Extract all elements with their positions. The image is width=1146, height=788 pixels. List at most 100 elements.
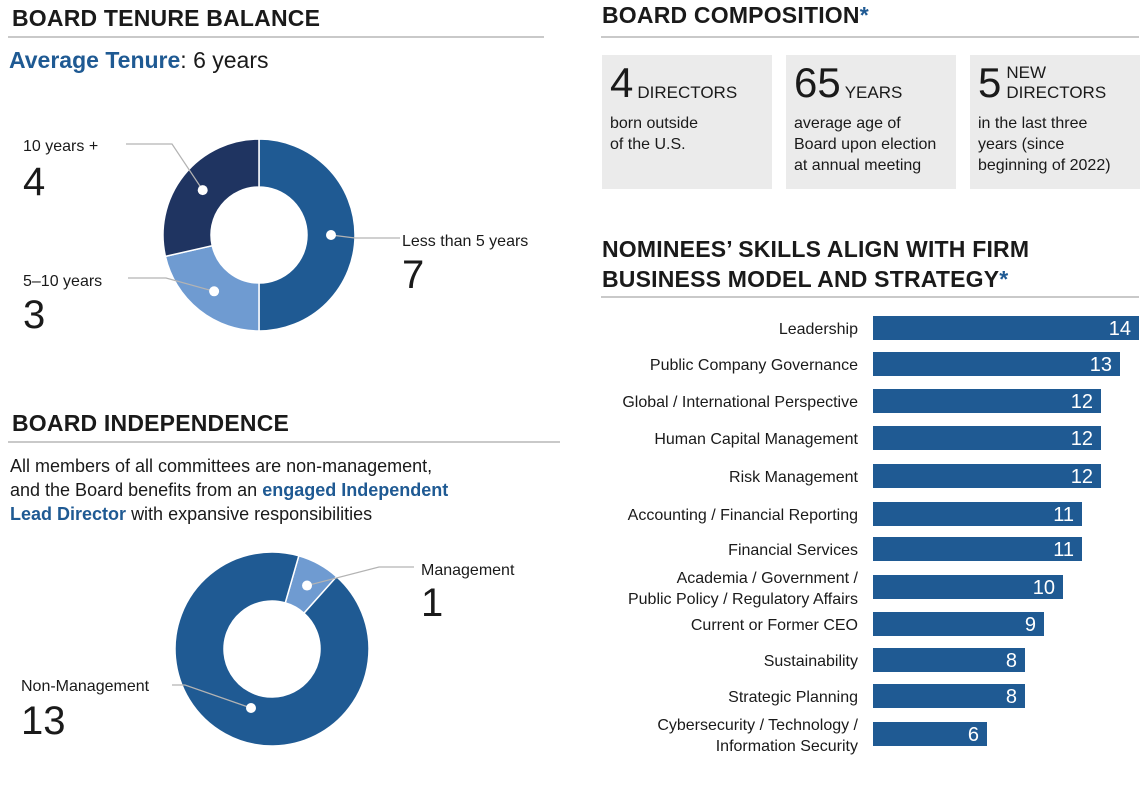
- composition-desc-line: of the U.S.: [610, 136, 686, 153]
- skills-value-label: 12: [1071, 391, 1093, 413]
- composition-desc-line: at annual meeting: [794, 157, 922, 174]
- skills-category-label: Leadership: [779, 321, 858, 338]
- independence-heading: BOARD INDEPENDENCE: [12, 410, 290, 436]
- tenure-label-less-than-5-years: Less than 5 years: [402, 233, 528, 250]
- independence-text-line-3b: with expansive responsibilities: [131, 504, 373, 524]
- independence-text-highlight-1: engaged Independent: [262, 480, 449, 500]
- skills-category-label: Public Policy / Regulatory Affairs: [628, 591, 858, 608]
- composition-box-average-age: 65 YEARS average age of Board upon electi…: [786, 55, 956, 189]
- composition-description: average age of Board upon election at an…: [794, 113, 948, 176]
- independence-text-line-2a: and the Board benefits from an: [10, 480, 258, 500]
- skills-bar-leadership: [873, 316, 1139, 340]
- tenure-callout-dot: [209, 286, 220, 297]
- skills-category-label: Cybersecurity / Technology /: [657, 717, 858, 734]
- skills-bar-cybersecurity-technology-information-security: [873, 722, 987, 746]
- tenure-callout-dot: [326, 230, 336, 240]
- tenure-callout-line: [126, 143, 204, 191]
- skills-category-label: Academia / Government /: [677, 570, 859, 587]
- average-tenure-label: Average Tenure: [9, 47, 181, 73]
- skills-category-label: Global / International Perspective: [622, 394, 858, 411]
- skills-value-label: 9: [1025, 614, 1036, 636]
- composition-desc-line: beginning of 2022): [978, 157, 1111, 174]
- skills-heading-rule: [601, 296, 1139, 298]
- independence-label-management: Management: [421, 562, 515, 579]
- skills-value-label: 10: [1033, 577, 1055, 599]
- skills-category-label: Accounting / Financial Reporting: [628, 507, 858, 524]
- skills-value-label: 6: [968, 724, 979, 746]
- composition-unit: DIRECTORS: [637, 83, 738, 102]
- skills-value-label: 11: [1053, 504, 1074, 526]
- skills-value-label: 13: [1090, 354, 1112, 376]
- tenure-slice-less-than-5-years: [258, 138, 356, 332]
- independence-value-management: 1: [421, 581, 443, 625]
- independence-donut-chart: Management 1 Non-Management 13: [21, 551, 515, 747]
- tenure-label-10-years: 10 years +: [23, 138, 98, 155]
- skills-value-label: 8: [1006, 650, 1017, 672]
- composition-desc-line: in the last three: [978, 115, 1088, 132]
- independence-callout-line: [172, 684, 252, 709]
- independence-callout-dot: [246, 703, 256, 713]
- skills-bar-financial-services: [873, 537, 1082, 561]
- composition-heading-text: BOARD COMPOSITION: [602, 2, 860, 28]
- composition-desc-line: born outside: [610, 115, 699, 132]
- skills-bar-academia-government-public-policy-regulatory-affairs: [873, 575, 1063, 599]
- skills-bar-accounting-financial-reporting: [873, 502, 1082, 526]
- skills-category-label: Current or Former CEO: [691, 617, 858, 634]
- composition-number: 65: [794, 59, 841, 106]
- skills-bar-sustainability: [873, 648, 1025, 672]
- skills-heading-line-2: BUSINESS MODEL AND STRATEGY: [602, 266, 1000, 292]
- skills-bar-global-international-perspective: [873, 389, 1101, 413]
- skills-category-label: Public Company Governance: [650, 357, 858, 374]
- independence-text-line-1: All members of all committees are non-ma…: [10, 456, 433, 476]
- average-tenure-sep: :: [180, 47, 187, 73]
- skills-value-label: 11: [1053, 539, 1074, 561]
- skills-bar-risk-management: [873, 464, 1101, 488]
- composition-number: 5: [978, 59, 1002, 106]
- independence-text-highlight-2: Lead Director: [10, 504, 127, 524]
- composition-asterisk: *: [859, 2, 869, 28]
- composition-unit: NEW DIRECTORS: [1006, 63, 1106, 103]
- skills-category-label: Human Capital Management: [654, 431, 858, 448]
- independence-value-non-management: 13: [21, 699, 66, 743]
- average-tenure: Average Tenure: 6 years: [9, 46, 269, 74]
- skills-category-label: Sustainability: [764, 653, 858, 670]
- tenure-callout-line: [128, 277, 215, 292]
- composition-heading: BOARD COMPOSITION*: [602, 1, 869, 29]
- independence-label-non-management: Non-Management: [21, 678, 150, 695]
- composition-desc-line: Board upon election: [794, 136, 937, 153]
- skills-heading: NOMINEES’ SKILLS ALIGN WITH FIRM BUSINES…: [602, 234, 1029, 294]
- tenure-heading: BOARD TENURE BALANCE: [12, 5, 321, 31]
- skills-bar-human-capital-management: [873, 426, 1101, 450]
- composition-unit-line: NEW: [1006, 63, 1047, 82]
- tenure-slice-10-years: [162, 138, 260, 258]
- skills-category-label: Financial Services: [728, 542, 858, 559]
- composition-unit: YEARS: [844, 83, 903, 102]
- composition-box-new-directors: 5 NEW DIRECTORS in the last three years …: [970, 55, 1140, 189]
- composition-desc-line: average age of: [794, 115, 901, 132]
- tenure-donut-chart: Less than 5 years 7 5–10 years 3 10 years + 4: [23, 138, 528, 337]
- independence-callout-line: [306, 566, 414, 587]
- skills-value-label: 8: [1006, 686, 1017, 708]
- skills-category-label: Risk Management: [729, 469, 859, 486]
- skills-category-label: Information Security: [716, 738, 858, 755]
- composition-description: born outside of the U.S.: [610, 113, 764, 155]
- skills-heading-line-1: NOMINEES’ SKILLS ALIGN WITH FIRM: [602, 236, 1030, 262]
- tenure-callout-line: [330, 234, 400, 239]
- tenure-value-less-than-5-years: 7: [402, 253, 424, 297]
- independence-heading-rule: [8, 441, 560, 443]
- tenure-value-5-10-years: 3: [23, 293, 45, 337]
- independence-slice-non-management: [174, 551, 370, 747]
- tenure-label-5-10-years: 5–10 years: [23, 273, 102, 290]
- independence-description: All members of all committees are non-ma…: [10, 454, 550, 526]
- skills-value-label: 12: [1071, 466, 1093, 488]
- average-tenure-value: 6 years: [193, 47, 269, 73]
- skills-asterisk: *: [999, 266, 1009, 292]
- composition-number: 4: [610, 59, 634, 106]
- skills-bar-strategic-planning: [873, 684, 1025, 708]
- tenure-heading-rule: [8, 36, 544, 38]
- composition-heading-rule: [601, 36, 1139, 38]
- skills-bar-chart: 14 Leadership 13 Public Company Governance 1…: [622, 316, 1139, 755]
- skills-bar-current-or-former-ceo: [873, 612, 1044, 636]
- skills-category-label: Strategic Planning: [728, 689, 858, 706]
- composition-description: in the last three years (since beginning…: [978, 113, 1132, 176]
